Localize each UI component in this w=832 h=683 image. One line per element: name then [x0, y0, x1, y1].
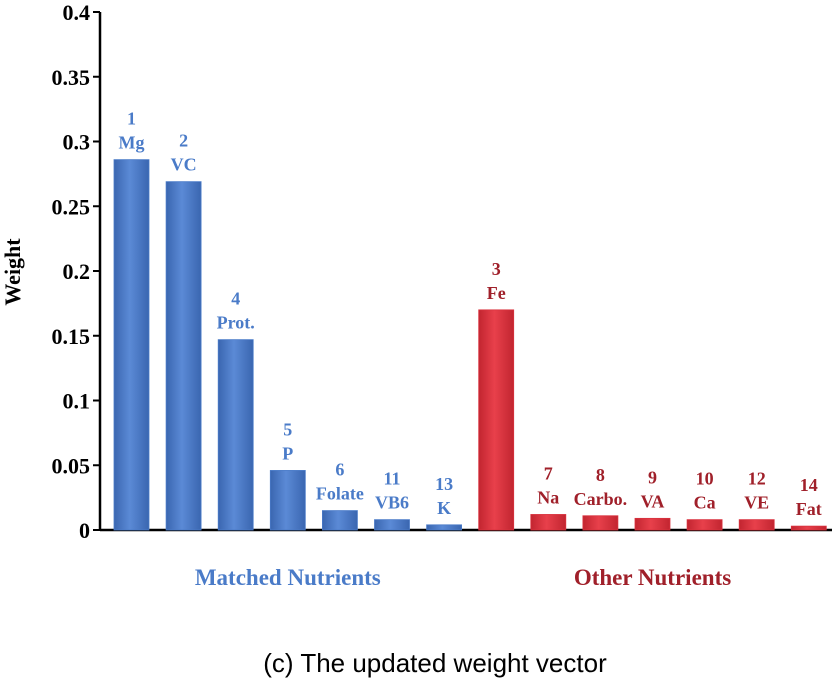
bar-rank-label: 9	[648, 467, 657, 487]
y-axis-title: Weight	[0, 238, 25, 306]
bar-rank-label: 6	[335, 460, 344, 480]
bar-na	[530, 514, 567, 531]
bar-rank-label: 8	[596, 465, 605, 485]
bar-name-label: Fe	[487, 283, 506, 303]
bar-carbo	[582, 515, 619, 531]
bar-rank-label: 7	[544, 463, 553, 483]
bar-rank-label: 11	[383, 469, 400, 489]
group-label: Other Nutrients	[574, 565, 731, 590]
bar-prot	[217, 339, 254, 531]
bar-labels: 1 Mg 2 VC 4 Prot. 5 P 6 Folate 11 VB6 13 K 3 Fe 7 Na 8 Carb…	[119, 109, 822, 590]
bar-rank-label: 13	[435, 474, 453, 494]
bar-ca	[686, 519, 723, 531]
bar-name-label: P	[282, 443, 293, 463]
bar-name-label: Na	[537, 487, 559, 507]
bar-rank-label: 3	[492, 259, 501, 279]
bar-name-label: VA	[641, 491, 665, 511]
bar-vb6	[374, 519, 410, 531]
bar-name-label: Mg	[119, 133, 145, 153]
y-tick-label: 0.3	[63, 130, 91, 155]
bar-ve	[738, 519, 775, 531]
bar-fat	[790, 525, 827, 531]
figure-caption: (c) The updated weight vector	[263, 648, 607, 678]
y-tick-label: 0	[79, 518, 90, 543]
group-label: Matched Nutrients	[195, 565, 381, 590]
axes: 0 0.05 0.1 0.15 0.2 0.25 0.3 0.35 0.4	[52, 0, 832, 543]
bar-p	[269, 470, 306, 531]
y-tick-label: 0.05	[52, 453, 91, 478]
bar-folate	[321, 510, 358, 531]
y-tick-label: 0.2	[63, 259, 91, 284]
y-tick-label: 0.35	[52, 65, 91, 90]
bar-name-label: Ca	[694, 493, 716, 513]
bar-name-label: VB6	[375, 493, 409, 513]
bar-rank-label: 10	[696, 469, 714, 489]
bar-rank-label: 1	[127, 109, 136, 129]
bar-rank-label: 14	[800, 475, 818, 495]
bar-rank-label: 4	[231, 289, 240, 309]
bar-fe	[478, 309, 515, 531]
bar-rank-label: 12	[748, 469, 766, 489]
y-tick-label: 0.1	[63, 389, 91, 414]
bar-name-label: VE	[744, 493, 769, 513]
bar-name-label: Fat	[796, 499, 822, 519]
y-tick-label: 0.25	[52, 194, 91, 219]
bar-rank-label: 5	[283, 419, 292, 439]
y-tick-label: 0.4	[63, 0, 91, 25]
bar-name-label: Prot.	[217, 313, 255, 333]
bar-k	[426, 524, 463, 531]
bar-name-label: K	[437, 498, 451, 518]
bar-mg	[113, 159, 150, 531]
bar-va	[634, 517, 671, 531]
bars	[113, 159, 827, 531]
bar-name-label: Folate	[316, 484, 364, 504]
bar-name-label: VC	[171, 155, 197, 175]
bar-rank-label: 2	[179, 131, 188, 151]
bar-vc	[165, 181, 202, 531]
y-tick-label: 0.15	[52, 324, 91, 349]
bar-name-label: Carbo.	[574, 489, 628, 509]
